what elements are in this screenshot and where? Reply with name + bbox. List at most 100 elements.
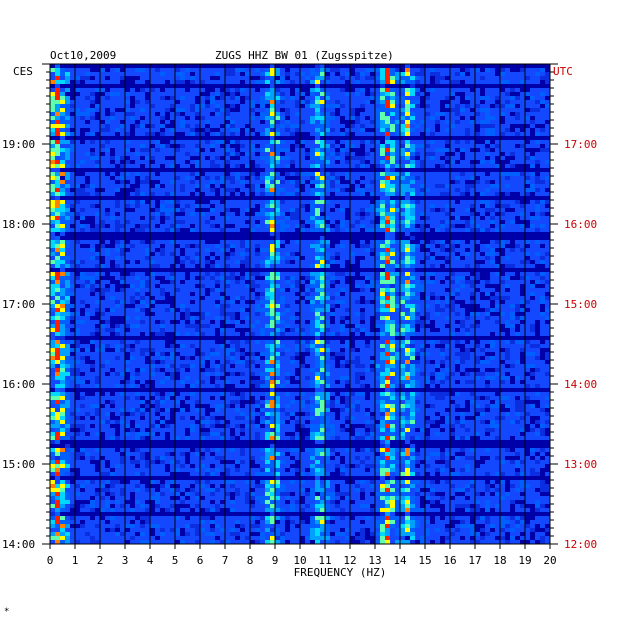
spectrogram-cell [220, 176, 225, 180]
spectrogram-cell [190, 104, 195, 108]
spectrogram-cell [145, 192, 150, 196]
spectrogram-cell [290, 104, 295, 108]
spectrogram-cell [400, 292, 405, 296]
spectrogram-cell [415, 88, 420, 92]
spectrogram-cell [435, 240, 440, 244]
spectrogram-cell [500, 76, 505, 80]
spectrogram-cell [100, 316, 105, 320]
spectrogram-cell [170, 72, 175, 76]
spectrogram-cell [175, 124, 180, 128]
spectrogram-cell [280, 164, 285, 168]
spectrogram-cell [520, 68, 525, 72]
spectrogram-cell [105, 160, 110, 164]
spectrogram-cell [415, 208, 420, 212]
spectrogram-cell [165, 104, 170, 108]
spectrogram-cell [60, 260, 65, 264]
spectrogram-cell [95, 304, 100, 308]
spectrogram-cell [225, 180, 230, 184]
spectrogram-cell [415, 284, 420, 288]
spectrogram-cell [75, 160, 80, 164]
spectrogram-cell [230, 172, 235, 176]
spectrogram-cell [265, 72, 270, 76]
spectrogram-cell [365, 312, 370, 316]
spectrogram-cell [470, 76, 475, 80]
spectrogram-cell [355, 184, 360, 188]
spectrogram-cell [370, 68, 375, 72]
spectrogram-cell [445, 184, 450, 188]
spectrogram-cell [525, 176, 530, 180]
spectrogram-cell [325, 160, 330, 164]
spectrogram-cell [190, 184, 195, 188]
spectrogram-cell [155, 260, 160, 264]
spectrogram-cell [410, 200, 415, 204]
spectrogram-cell [150, 204, 155, 208]
spectrogram-cell [175, 184, 180, 188]
spectrogram-cell [395, 264, 400, 268]
spectrogram-cell [505, 100, 510, 104]
spectrogram-cell [195, 216, 200, 220]
spectrogram-cell [330, 124, 335, 128]
spectrogram-cell [395, 112, 400, 116]
spectrogram-cell [165, 220, 170, 224]
spectrogram-cell [360, 68, 365, 72]
spectrogram-cell [210, 308, 215, 312]
spectrogram-cell [495, 76, 500, 80]
spectrogram-cell [275, 68, 280, 72]
spectrogram-cell [65, 124, 70, 128]
spectrogram-cell [150, 152, 155, 156]
spectrogram-cell [415, 176, 420, 180]
spectrogram-cell [440, 128, 445, 132]
spectrogram-cell [295, 148, 300, 152]
spectrogram-cell [310, 76, 315, 80]
spectrogram-cell [245, 152, 250, 156]
spectrogram-cell [270, 112, 275, 116]
spectrogram-cell [60, 204, 65, 208]
spectrogram-cell [415, 160, 420, 164]
spectrogram-cell [385, 76, 390, 80]
spectrogram-cell [240, 204, 245, 208]
spectrogram-cell [460, 320, 465, 324]
spectrogram-cell [50, 320, 55, 324]
spectrogram-cell [410, 148, 415, 152]
spectrogram-cell [230, 264, 235, 268]
spectrogram-cell [240, 104, 245, 108]
spectrogram-cell [100, 140, 105, 144]
spectrogram-cell [260, 264, 265, 268]
spectrogram-cell [245, 88, 250, 92]
spectrogram-cell [495, 324, 500, 328]
spectrogram-cell [160, 224, 165, 228]
spectrogram-cell [145, 104, 150, 108]
spectrogram-cell [55, 96, 60, 100]
spectrogram-cell [395, 200, 400, 204]
spectrogram-cell [445, 124, 450, 128]
spectrogram-cell [255, 128, 260, 132]
spectrogram-cell [285, 112, 290, 116]
chart-title: ZUGS HHZ BW 01 (Zugsspitze) [215, 49, 394, 62]
spectrogram-cell [80, 208, 85, 212]
spectrogram-cell [320, 308, 325, 312]
spectrogram-cell [545, 164, 550, 168]
spectrogram-cell [510, 272, 515, 276]
spectrogram-cell [115, 200, 120, 204]
spectrogram-cell [530, 92, 535, 96]
spectrogram-cell [310, 208, 315, 212]
spectrogram-cell [220, 152, 225, 156]
spectrogram-cell [385, 152, 390, 156]
spectrogram-cell [115, 116, 120, 120]
spectrogram-cell [275, 232, 280, 236]
spectrogram-cell [425, 100, 430, 104]
spectrogram-cell [395, 156, 400, 160]
spectrogram-cell [530, 140, 535, 144]
spectrogram-cell [475, 224, 480, 228]
spectrogram-cell [355, 280, 360, 284]
spectrogram-cell [170, 316, 175, 320]
spectrogram-cell [380, 316, 385, 320]
spectrogram-cell [65, 192, 70, 196]
spectrogram-cell [50, 248, 55, 252]
spectrogram-cell [305, 152, 310, 156]
spectrogram-cell [480, 280, 485, 284]
spectrogram-cell [310, 152, 315, 156]
spectrogram-cell [435, 152, 440, 156]
spectrogram-cell [275, 160, 280, 164]
spectrogram-cell [260, 228, 265, 232]
